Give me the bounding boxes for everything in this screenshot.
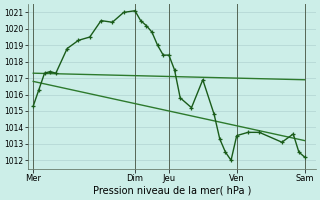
X-axis label: Pression niveau de la mer( hPa ): Pression niveau de la mer( hPa ) <box>92 186 251 196</box>
